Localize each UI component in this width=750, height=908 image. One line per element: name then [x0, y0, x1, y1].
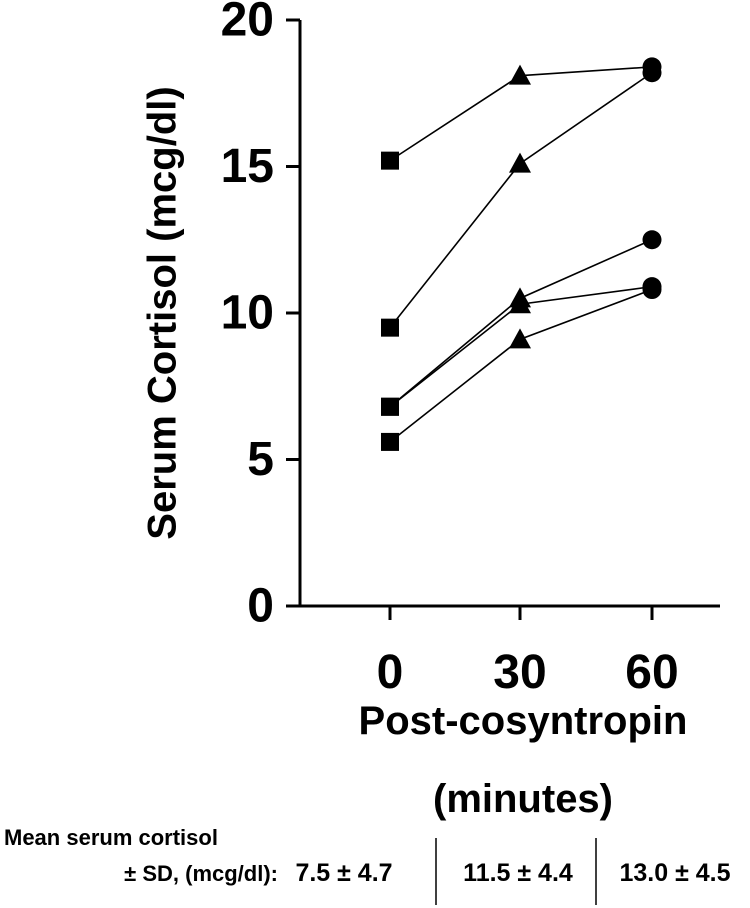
x-ticks: 0 30 60 — [377, 606, 679, 699]
y-tick-label: 0 — [247, 580, 274, 633]
summary-value-0: 7.5 ± 4.7 — [295, 859, 392, 887]
data-point-triangle — [509, 293, 531, 314]
series-lines — [389, 66, 653, 443]
data-point-square — [381, 432, 399, 451]
summary-value-2: 13.0 ± 4.5 — [619, 859, 730, 887]
y-tick-label: 20 — [221, 0, 274, 47]
series-line-3 — [389, 239, 653, 408]
data-point-triangle — [509, 152, 531, 173]
summary-value-1: 11.5 ± 4.4 — [463, 859, 573, 887]
data-point-square — [381, 151, 399, 170]
x-tick-label: 60 — [625, 646, 678, 699]
summary-label-line-1: Mean serum cortisol — [4, 825, 218, 850]
data-point-triangle — [509, 64, 531, 85]
series-markers — [381, 57, 662, 451]
summary-label-line-2: ± SD, (mcg/dl): — [124, 861, 278, 886]
data-point-square — [381, 318, 399, 337]
x-axis-title-line-1: Post-cosyntropin — [359, 699, 688, 743]
data-point-circle — [642, 230, 662, 250]
y-tick-label: 10 — [221, 287, 274, 340]
data-point-circle — [642, 63, 662, 83]
y-tick-label: 5 — [247, 433, 274, 486]
y-tick-label: 15 — [221, 140, 274, 193]
data-point-square — [381, 397, 399, 416]
data-point-triangle — [509, 328, 531, 349]
y-axis-title: Serum Cortisol (mcg/dl) — [141, 86, 185, 539]
y-ticks: 0 5 10 15 20 — [221, 0, 300, 633]
x-tick-label: 0 — [377, 646, 404, 699]
x-tick-label: 30 — [493, 646, 546, 699]
data-point-circle — [642, 280, 662, 300]
x-axis-title-line-2: (minutes) — [433, 777, 613, 821]
